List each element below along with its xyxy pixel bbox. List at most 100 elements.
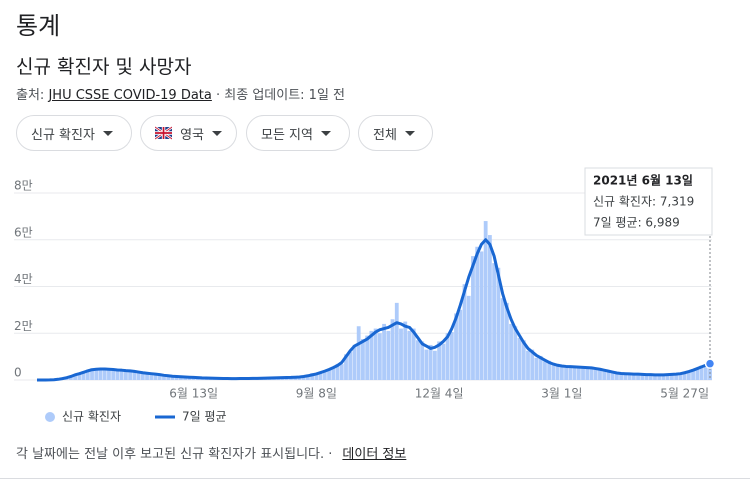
bar [111, 368, 116, 380]
bar [94, 370, 99, 380]
bar [356, 326, 361, 380]
bar [382, 323, 386, 380]
bar [504, 302, 509, 380]
bar [623, 372, 628, 380]
source-link[interactable]: JHU CSSE COVID-19 Data [48, 88, 212, 103]
bar [619, 373, 624, 380]
bar [369, 330, 374, 380]
bar [305, 376, 310, 380]
bar [327, 368, 331, 380]
bar [420, 341, 425, 380]
region-button[interactable]: 모든 지역 [246, 115, 350, 151]
tooltip-row: 7일 평균: 6,989 [593, 216, 680, 230]
bar [310, 373, 315, 380]
x-tick-label: 9월 8일 [296, 387, 337, 401]
bar [555, 363, 560, 380]
bar [166, 375, 171, 380]
caret [212, 130, 222, 136]
bar [403, 321, 408, 380]
bar [77, 372, 82, 380]
country-button[interactable]: 영국 [140, 115, 237, 151]
bar [657, 374, 662, 380]
button-label: 신규 확진자 [31, 127, 95, 143]
bar [691, 369, 695, 380]
bar [361, 339, 365, 380]
bar [119, 370, 124, 380]
bar [471, 256, 475, 380]
tooltip-title: 2021년 6월 13일 [593, 173, 693, 188]
bar [179, 376, 183, 380]
bar [695, 369, 700, 380]
chart: 0 2만 4만 6만 8만 6월 13일 9월 8일 12월 4일 3월 1일 5월 27일 202… [14, 167, 716, 424]
bar [174, 376, 179, 380]
bar [564, 365, 568, 380]
bar [496, 267, 501, 380]
legend-label: 신규 확진자 [62, 410, 121, 424]
bar [568, 367, 573, 380]
bar [390, 319, 395, 380]
y-tick-label: 8만 [14, 179, 33, 193]
bar [614, 372, 619, 380]
bar [526, 350, 530, 380]
bar [157, 373, 162, 380]
bar [551, 365, 556, 380]
bar [377, 333, 382, 380]
bar [107, 370, 111, 380]
bar [559, 367, 564, 380]
average-line [37, 238, 711, 382]
legend-swatch [45, 412, 55, 422]
bar [339, 364, 344, 380]
bar [589, 366, 594, 380]
bar [462, 284, 467, 380]
period-button[interactable]: 전체 [358, 115, 433, 151]
bar [653, 375, 657, 380]
bar [703, 366, 708, 380]
bar [132, 370, 137, 380]
bar [437, 341, 442, 380]
button-label: 영국 [180, 127, 204, 143]
bar [102, 367, 107, 380]
tooltip-row: 신규 확진자: 7,319 [593, 195, 694, 209]
bar [670, 374, 674, 380]
bar [449, 332, 454, 380]
bar [98, 368, 103, 380]
bar [674, 373, 679, 380]
bar [636, 374, 640, 380]
bar [610, 372, 615, 380]
bar [149, 372, 154, 380]
x-tick-label: 12월 4일 [415, 387, 464, 401]
bar [322, 371, 327, 380]
source-label: 출처: [16, 88, 45, 103]
bar [123, 369, 128, 380]
bar [128, 371, 133, 380]
y-tick-label: 0 [14, 366, 22, 380]
bar [115, 368, 120, 380]
bar [606, 370, 611, 380]
divider [0, 478, 750, 479]
bar [140, 371, 145, 380]
bar [145, 373, 149, 380]
bar [297, 377, 302, 380]
bar [640, 373, 645, 380]
bar [483, 221, 488, 380]
x-tick-label: 3월 1일 [541, 387, 582, 401]
bar [699, 365, 704, 380]
bar [73, 373, 77, 380]
bar [576, 368, 581, 380]
data-info-link[interactable]: 데이터 정보 [342, 447, 407, 462]
button-label: 전체 [373, 127, 397, 143]
footer: 각 날짜에는 전날 이후 보고된 신규 확진자가 표시됩니다. · 데이터 정보 [16, 443, 406, 462]
bar [386, 330, 391, 380]
bar [547, 360, 552, 380]
bar [394, 302, 399, 380]
bar [399, 328, 403, 380]
metric-button[interactable]: 신규 확진자 [16, 115, 132, 151]
bar [598, 368, 602, 380]
bar [678, 374, 683, 380]
bar [318, 371, 323, 380]
bar [90, 368, 94, 380]
button-label: 모든 지역 [261, 127, 313, 143]
bar [644, 375, 649, 380]
